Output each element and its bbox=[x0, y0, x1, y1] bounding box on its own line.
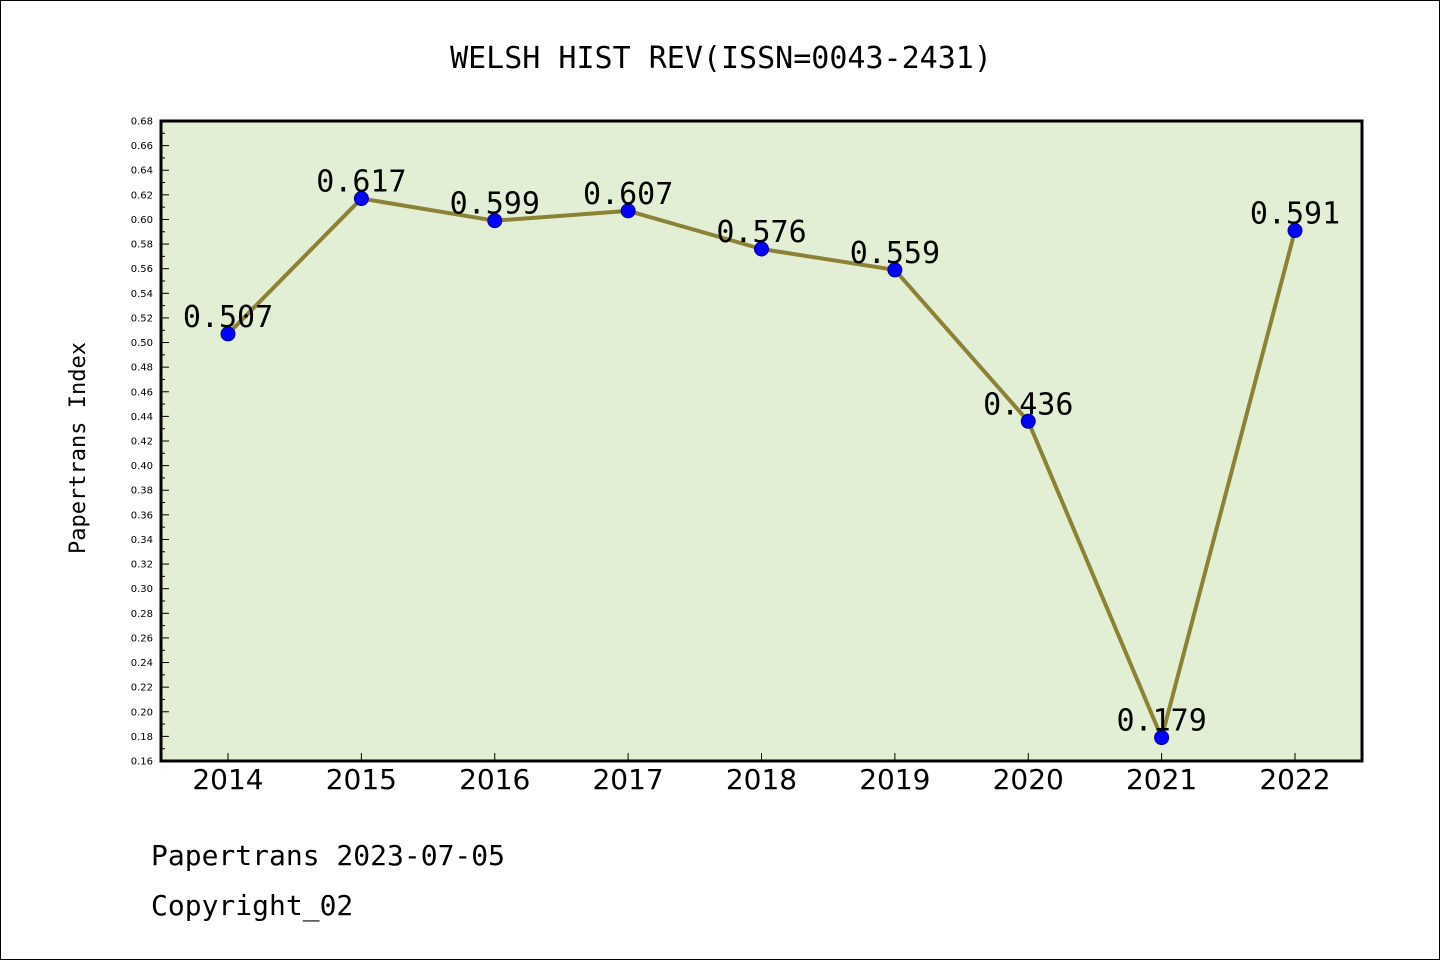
series-papertrans-index bbox=[220, 191, 1303, 746]
data-label: 0.617 bbox=[316, 165, 406, 200]
y-tick-label: 0.42 bbox=[131, 437, 153, 448]
y-tick-label: 0.24 bbox=[131, 658, 153, 669]
x-tick-label: 2014 bbox=[192, 763, 263, 796]
x-tick-label: 2021 bbox=[1126, 763, 1197, 796]
footer-date: Papertrans 2023-07-05 bbox=[151, 839, 505, 872]
y-tick-label: 0.56 bbox=[131, 264, 153, 275]
data-label: 0.599 bbox=[450, 187, 540, 222]
data-point bbox=[620, 203, 636, 219]
y-tick-label: 0.34 bbox=[131, 535, 153, 546]
data-point bbox=[220, 326, 236, 342]
y-tick-label: 0.52 bbox=[131, 313, 153, 324]
data-point bbox=[1020, 413, 1036, 429]
data-label: 0.591 bbox=[1250, 197, 1340, 232]
y-tick-label: 0.28 bbox=[131, 609, 153, 620]
y-tick-label: 0.44 bbox=[131, 412, 153, 423]
x-tick-label: 2022 bbox=[1259, 763, 1330, 796]
data-label: 0.559 bbox=[850, 236, 940, 271]
data-point bbox=[754, 241, 769, 257]
data-label: 0.436 bbox=[983, 387, 1073, 422]
data-point bbox=[1287, 223, 1303, 239]
y-tick-label: 0.46 bbox=[131, 387, 153, 398]
y-axis: 0.16 0.18 0.20 0.22 0.24 0.26 0.28 0.30 0.32 0.34… bbox=[131, 117, 169, 768]
x-tick-label: 2020 bbox=[993, 763, 1064, 796]
data-label: 0.179 bbox=[1116, 704, 1206, 739]
data-label: 0.607 bbox=[583, 177, 673, 212]
y-axis-label: Papertrans Index bbox=[66, 342, 91, 554]
y-tick-label: 0.60 bbox=[131, 215, 153, 226]
y-tick-label: 0.38 bbox=[131, 486, 153, 497]
y-tick-label: 0.66 bbox=[131, 141, 153, 152]
y-tick-label: 0.40 bbox=[131, 461, 153, 472]
y-tick-label: 0.22 bbox=[131, 683, 153, 694]
x-axis: 2014 2015 2016 2017 2018 2019 2020 2021 2022 bbox=[192, 753, 1331, 796]
y-tick-label: 0.26 bbox=[131, 633, 153, 644]
y-tick-label: 0.36 bbox=[131, 510, 153, 521]
y-tick-label: 0.68 bbox=[131, 117, 153, 128]
y-tick-label: 0.58 bbox=[131, 240, 153, 251]
x-tick-label: 2018 bbox=[726, 763, 797, 796]
data-labels: 0.507 0.617 0.599 0.607 0.576 0.559 0.436 0.179… bbox=[183, 165, 1340, 739]
x-tick-label: 2019 bbox=[859, 763, 930, 796]
data-label: 0.507 bbox=[183, 300, 273, 335]
y-tick-label: 0.48 bbox=[131, 363, 153, 374]
data-point bbox=[1154, 730, 1170, 746]
y-tick-label: 0.50 bbox=[131, 338, 153, 349]
y-tick-label: 0.30 bbox=[131, 584, 153, 595]
x-tick-label: 2016 bbox=[459, 763, 530, 796]
plot-area bbox=[161, 121, 1362, 761]
y-tick-label: 0.64 bbox=[131, 166, 153, 177]
footer-copyright: Copyright_02 bbox=[151, 889, 353, 923]
y-tick-label: 0.20 bbox=[131, 707, 153, 718]
chart-title: WELSH HIST REV(ISSN=0043-2431) bbox=[450, 41, 992, 76]
y-tick-label: 0.18 bbox=[131, 732, 153, 743]
y-tick-label: 0.54 bbox=[131, 289, 153, 300]
data-point bbox=[353, 191, 369, 207]
plot-frame bbox=[159, 119, 1364, 763]
data-point bbox=[887, 262, 903, 278]
data-point bbox=[487, 213, 503, 229]
y-tick-label: 0.16 bbox=[131, 757, 153, 768]
x-tick-label: 2015 bbox=[326, 763, 397, 796]
y-tick-label: 0.62 bbox=[131, 190, 153, 201]
data-label: 0.576 bbox=[716, 215, 806, 250]
y-tick-label: 0.32 bbox=[131, 560, 153, 571]
x-tick-label: 2017 bbox=[592, 763, 663, 796]
